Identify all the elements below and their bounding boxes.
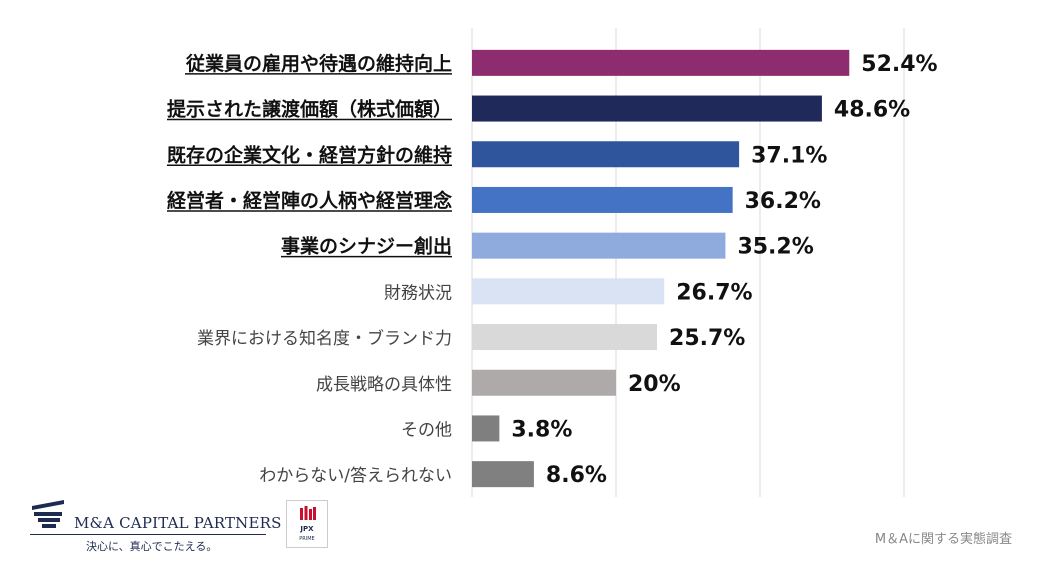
jpx-sub-label: PRIME	[299, 536, 315, 542]
value-label-2: 37.1%	[751, 143, 827, 168]
bar-1	[472, 95, 822, 122]
company-tagline: 決心に、真心でこたえる。	[86, 540, 218, 553]
value-label-5: 26.7%	[676, 280, 752, 305]
category-label-1: 提示された譲渡価額（株式価額）	[167, 98, 452, 121]
category-label-8: その他	[401, 420, 452, 440]
company-logo: M&A CAPITAL PARTNERS 決心に、真心でこたえる。	[30, 496, 290, 556]
value-label-0: 52.4%	[861, 52, 937, 77]
jpx-prime-badge: JPX PRIME	[286, 500, 328, 548]
bar-5	[472, 278, 665, 305]
source-caption: M＆Aに関する実態調査	[874, 532, 1012, 547]
value-label-9: 8.6%	[546, 463, 607, 488]
jpx-label: JPX	[300, 525, 314, 533]
bar-2	[472, 141, 740, 168]
category-label-4: 事業のシナジー創出	[281, 235, 452, 258]
value-label-6: 25.7%	[669, 326, 745, 351]
category-label-7: 成長戦略の具体性	[316, 375, 452, 395]
value-label-7: 20%	[628, 372, 681, 397]
bar-0	[472, 49, 850, 76]
bar-4	[472, 232, 726, 259]
category-label-0: 従業員の雇用や待遇の維持向上	[185, 52, 452, 75]
company-logo-icon	[32, 500, 64, 528]
bar-9	[472, 461, 534, 488]
bar-7	[472, 369, 616, 396]
bar-6	[472, 324, 658, 351]
category-label-5: 財務状況	[384, 283, 452, 303]
category-label-3: 経営者・経営陣の人柄や経営理念	[167, 189, 452, 212]
category-label-2: 既存の企業文化・経営方針の維持	[167, 143, 452, 166]
value-label-1: 48.6%	[834, 98, 910, 123]
bar-3	[472, 186, 733, 213]
value-label-8: 3.8%	[511, 417, 572, 442]
company-name: M&A CAPITAL PARTNERS	[74, 514, 282, 532]
category-label-6: 業界における知名度・ブランド力	[197, 328, 452, 349]
value-label-4: 35.2%	[737, 235, 813, 260]
bar-8	[472, 415, 500, 442]
category-label-9: わからない/答えられない	[259, 466, 452, 486]
jpx-logo-icon	[300, 506, 316, 520]
value-label-3: 36.2%	[745, 189, 821, 214]
logo-divider	[30, 534, 266, 535]
